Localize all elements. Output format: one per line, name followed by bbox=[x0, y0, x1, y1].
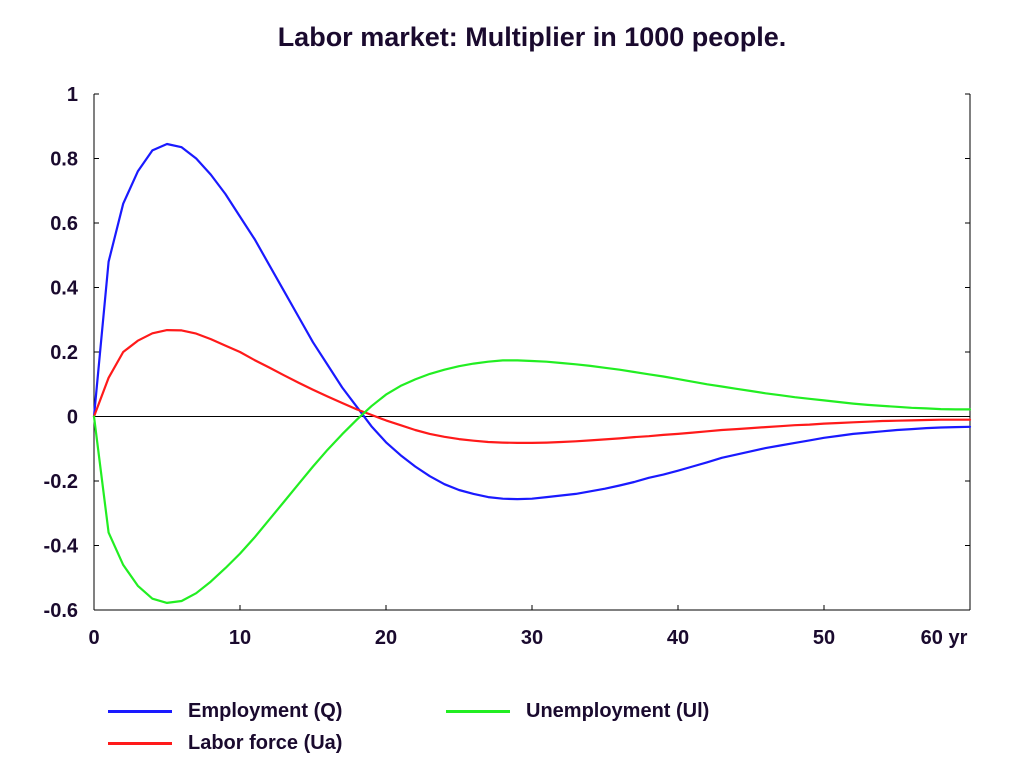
x-tick-label: 50 bbox=[813, 627, 835, 649]
y-tick-label: 0.4 bbox=[50, 278, 79, 300]
series-line-unemployment bbox=[92, 359, 972, 605]
axis-ticks bbox=[93, 93, 971, 611]
legend-swatch-labor-force bbox=[108, 742, 172, 745]
legend-label-employment: Employment (Q) bbox=[188, 700, 343, 722]
series-lines bbox=[92, 142, 972, 605]
legend-item-labor-force: Labor force (Ua) bbox=[108, 732, 342, 755]
chart-title: Labor market: Multiplier in 1000 people. bbox=[277, 22, 787, 52]
series-line-employment bbox=[92, 142, 972, 501]
legend-item-unemployment: Unemployment (Ul) bbox=[446, 700, 709, 723]
plot-frame bbox=[93, 94, 971, 611]
legend-label-labor-force: Labor force (Ua) bbox=[188, 732, 343, 754]
y-tick-label: 0 bbox=[67, 407, 78, 429]
y-tick-label: 0.2 bbox=[50, 342, 78, 364]
y-tick-label: -0.4 bbox=[44, 536, 79, 558]
series-line-labor-force bbox=[92, 329, 972, 444]
y-tick-label: -0.2 bbox=[44, 471, 78, 493]
x-tick-label: 0 bbox=[88, 627, 99, 649]
y-tick-label: -0.6 bbox=[44, 600, 78, 622]
x-tick-label: 40 bbox=[667, 627, 689, 649]
legend-swatch-employment bbox=[108, 710, 172, 713]
x-tick-label: 60 yr bbox=[921, 627, 968, 649]
legend-swatch-unemployment bbox=[446, 710, 510, 713]
y-tick-label: 0.6 bbox=[50, 213, 78, 235]
x-tick-label: 10 bbox=[229, 627, 251, 649]
x-tick-label: 30 bbox=[521, 627, 543, 649]
y-tick-label: 0.8 bbox=[50, 149, 78, 171]
y-tick-labels: 1 0.8 0.6 0.4 0.2 0 -0.2 -0.4 -0.6 bbox=[44, 84, 79, 622]
x-tick-label: 20 bbox=[375, 627, 397, 649]
legend-item-employment: Employment (Q) bbox=[108, 700, 342, 723]
x-tick-labels: 0 10 20 30 40 50 60 yr bbox=[88, 627, 967, 649]
y-tick-label: 1 bbox=[67, 84, 78, 106]
legend-label-unemployment: Unemployment (Ul) bbox=[526, 700, 710, 722]
